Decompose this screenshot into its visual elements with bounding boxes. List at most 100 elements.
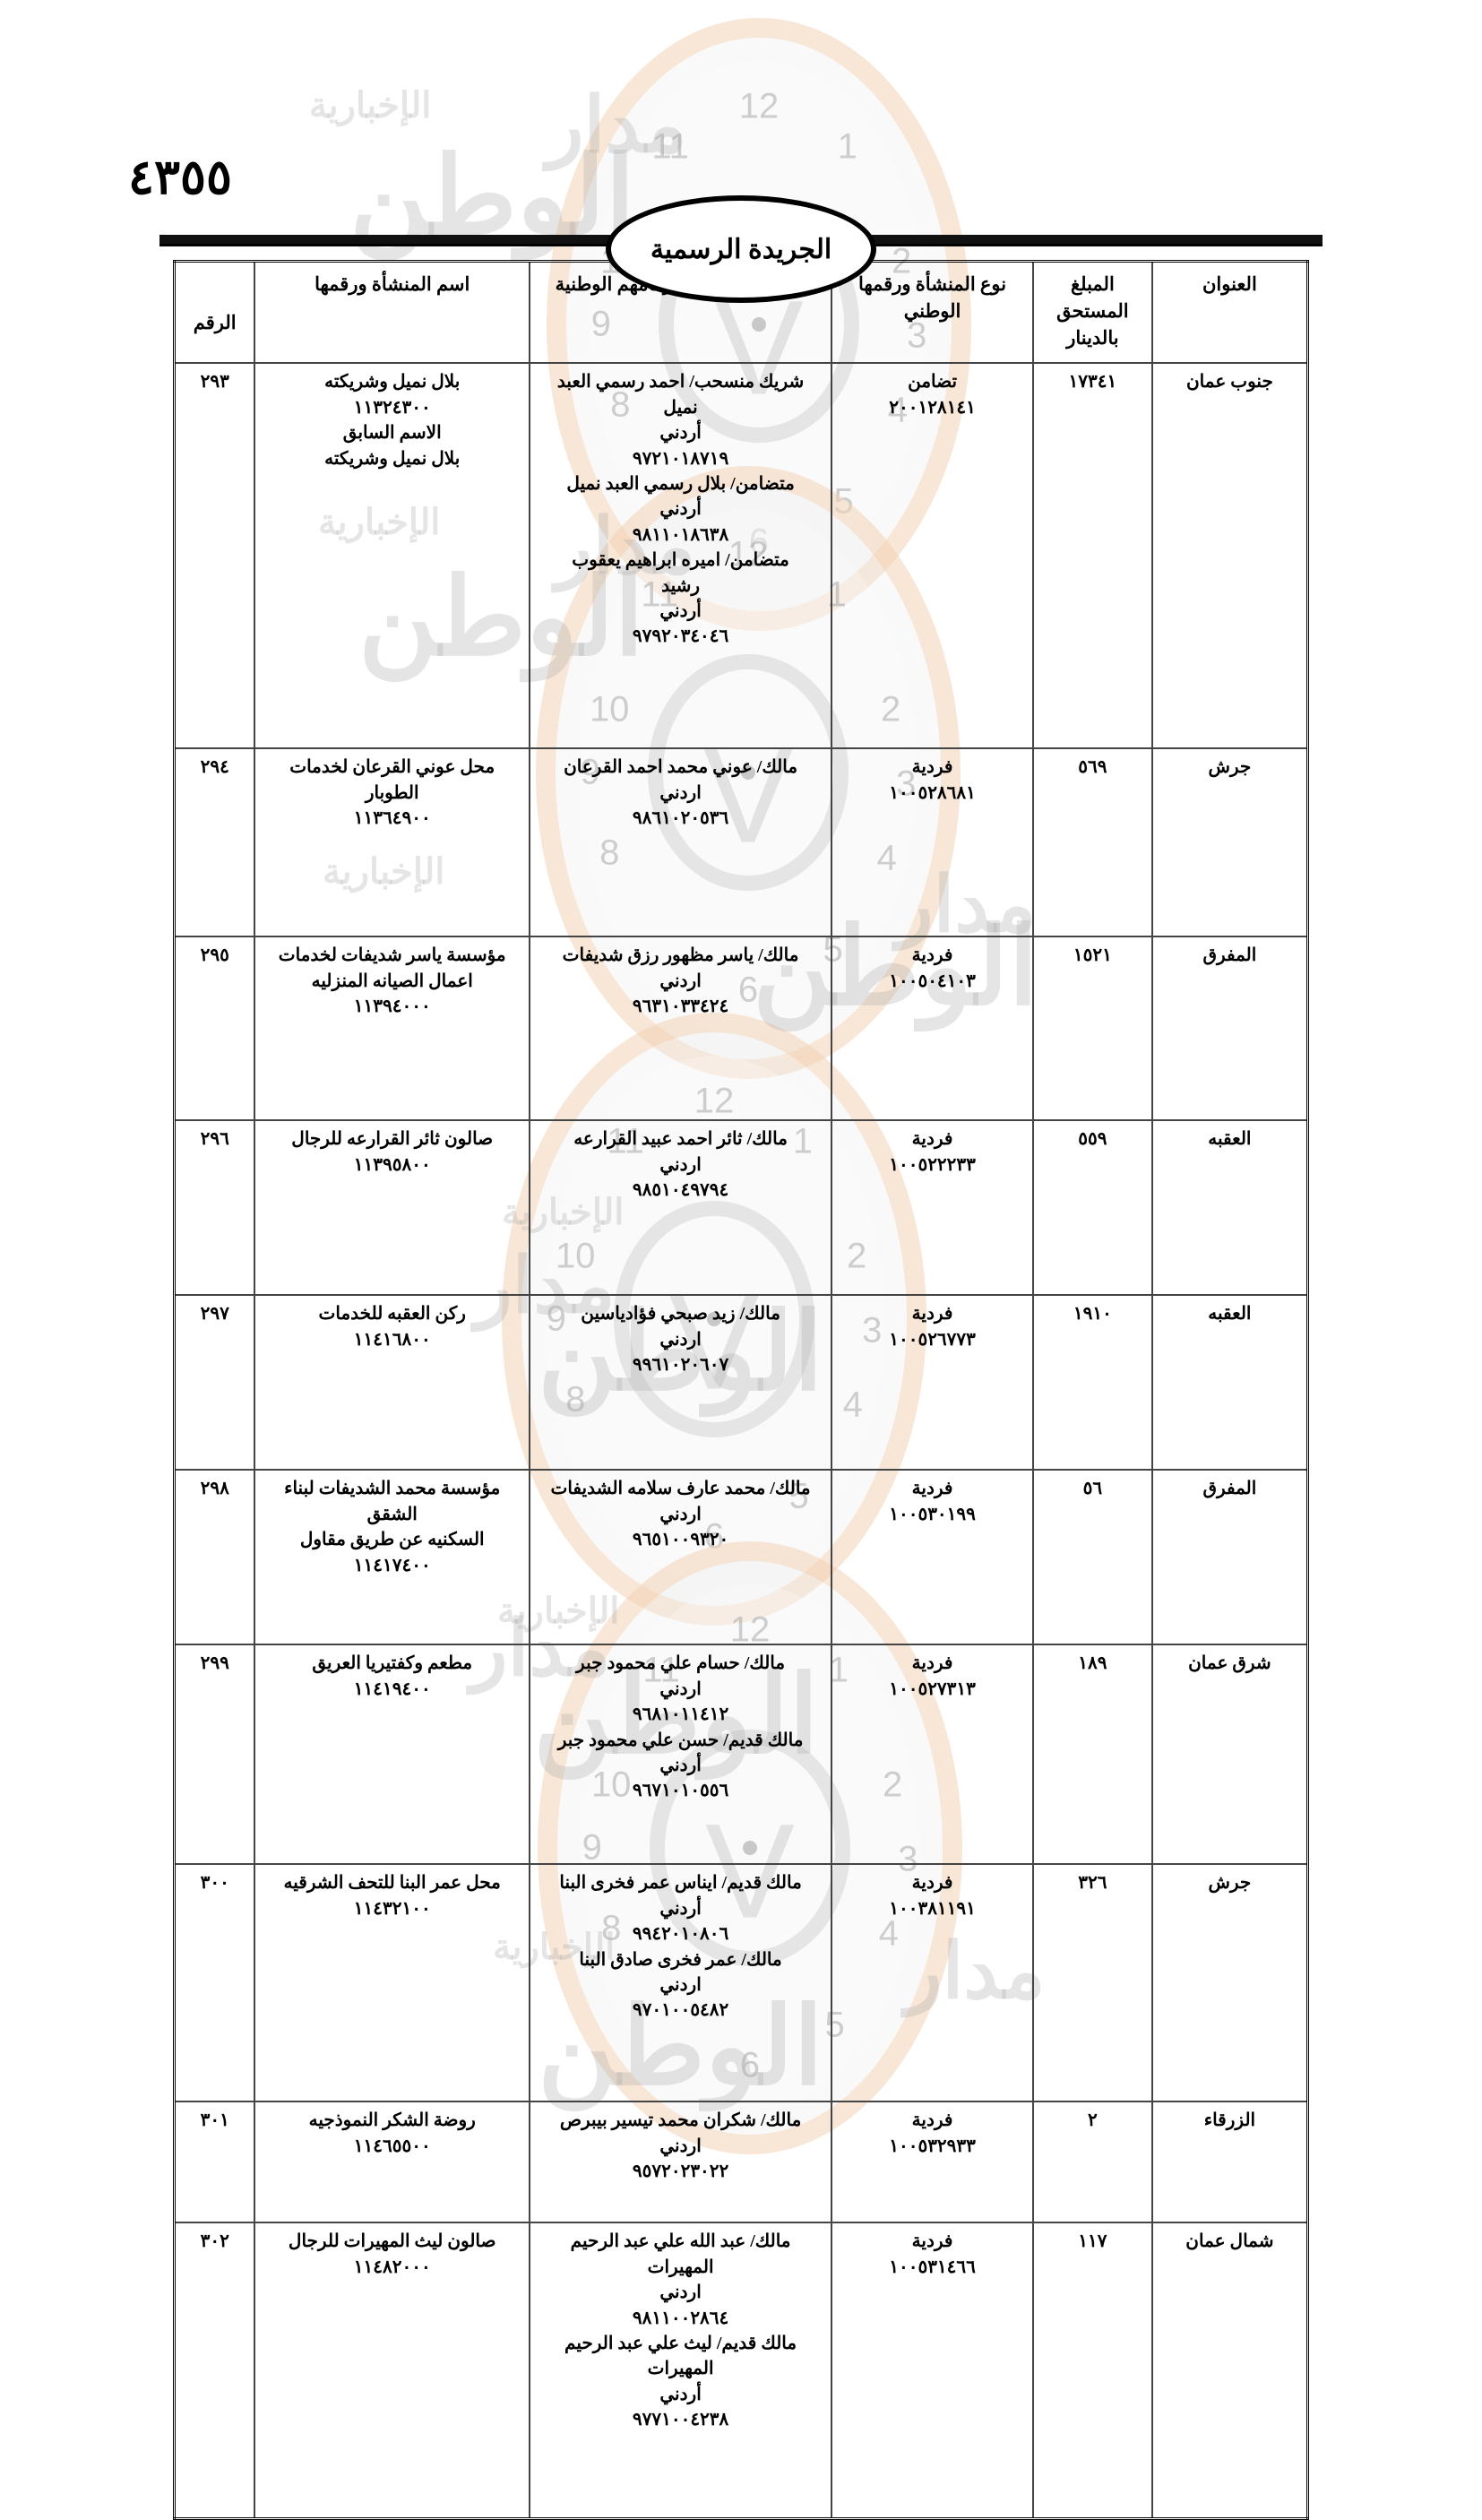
- establishment-line: ١١٤١٩٤٠٠: [353, 1679, 431, 1699]
- cell-amount: ٣٢٦: [1031, 1863, 1153, 2103]
- page-number: ٤٣٥٥: [127, 151, 232, 204]
- owner-line: أردني: [659, 2384, 702, 2404]
- registry-table: العنوان المبلغ المستحق بالدينار نوع المن…: [173, 260, 1309, 2520]
- cell-address: المفرق: [1150, 936, 1309, 1122]
- type-line: فردية: [911, 2231, 953, 2252]
- owner-line: أردني: [659, 600, 702, 621]
- owner-line: ٩٦٣١٠٣٣٤٢٤: [632, 997, 729, 1017]
- type-line: فردية: [911, 757, 953, 778]
- cell-amount: ١٥٢١: [1031, 936, 1153, 1122]
- type-line: فردية: [911, 1653, 953, 1674]
- owner-line: مالك/ ثائر احمد عبيد القرارعه: [573, 1129, 788, 1150]
- cell-owners: مالك/ ثائر احمد عبيد القرارعه اردني ٩٨٥١٠٤…: [528, 1119, 833, 1297]
- cell-address: المفرق: [1150, 1469, 1309, 1646]
- table-row: المفرق ١٥٢١ فردية ١٠٠٥٠٤١٠٣ مالك/ ياسر مظهور…: [173, 936, 1309, 1122]
- owner-line: مالك/ عمر فخرى صادق البنا: [579, 1949, 782, 1970]
- owner-line: مالك/ شكران محمد تيسير بيبرص: [559, 2110, 802, 2131]
- table-row: جرش ٣٢٦ فردية ١٠٠٣٨١١٩١ مالك قديم/ ايناس عمر…: [173, 1863, 1309, 2103]
- cell-number: ٢٩٨: [173, 1469, 256, 1646]
- establishment-line: ١١٣٩٤٠٠٠: [353, 997, 431, 1017]
- type-line: ١٠٠٥٢٧٣١٣: [889, 1679, 976, 1699]
- owner-line: ٩٨١١٠٠٢٨٦٤: [632, 2308, 729, 2328]
- cell-number: ٢٩٣: [173, 362, 256, 750]
- owner-line: اردني: [659, 971, 702, 991]
- cell-address: جرش: [1150, 747, 1309, 938]
- cell-establishment: مؤسسة ياسر شديفات لخدمات اعمال الصيانه ال…: [254, 936, 530, 1122]
- establishment-line: روضة الشكر النموذجيه: [308, 2110, 476, 2131]
- cell-number: ٢٩٥: [173, 936, 256, 1122]
- cell-address: شرق عمان: [1150, 1644, 1309, 1866]
- cell-number: ٢٩٧: [173, 1294, 256, 1471]
- table-body: جنوب عمان ١٧٣٤١ تضامن ٢٠٠١٢٨١٤١ شريك منسحب/ …: [173, 362, 1309, 2520]
- owner-line: اردني: [659, 2136, 702, 2156]
- cell-address: جنوب عمان: [1150, 362, 1309, 750]
- establishment-line: ١١٣٢٤٣٠٠: [353, 397, 431, 418]
- owner-line: مالك قديم/ ايناس عمر فخرى البنا: [559, 1873, 802, 1894]
- owner-line: مالك/ ياسر مظهور رزق شديفات: [562, 945, 799, 966]
- owner-line: اردني: [659, 2283, 702, 2303]
- cell-type: فردية ١٠٠٥٢٨٦٨١: [831, 747, 1034, 938]
- cell-type: فردية ١٠٠٥٣٠١٩٩: [831, 1469, 1034, 1646]
- owner-line: مالك/ زيد صبحي فؤادياسين: [581, 1304, 780, 1325]
- owner-line: مالك/ عبد الله علي عبد الرحيم: [570, 2231, 791, 2252]
- owner-line: اردني: [659, 1329, 702, 1350]
- table-row: الزرقاء ٢ فردية ١٠٠٥٣٢٩٣٣ مالك/ شكران محمد ت…: [173, 2101, 1309, 2224]
- cell-amount: ١٧٣٤١: [1031, 362, 1153, 750]
- establishment-line: بلال نميل وشريكته: [324, 448, 461, 469]
- col-header-address: العنوان: [1150, 260, 1309, 365]
- owner-line: ٩٨٥١٠٤٩٧٩٤: [632, 1180, 729, 1201]
- establishment-line: مؤسسة محمد الشديفات لبناء الشقق: [284, 1479, 501, 1524]
- cell-amount: ٢: [1031, 2101, 1153, 2224]
- cell-owners: مالك/ ياسر مظهور رزق شديفات اردني ٩٦٣١٠٣٣٤…: [528, 936, 833, 1122]
- cell-establishment: صالون ليث المهيرات للرجال ١١٤٨٢٠٠٠: [254, 2222, 530, 2520]
- type-line: فردية: [911, 945, 953, 966]
- watermark-akhbariya-1: الإخبارية: [309, 86, 432, 125]
- cell-number: ٢٩٩: [173, 1644, 256, 1866]
- cell-owners: مالك/ زيد صبحي فؤادياسين اردني ٩٩٦١٠٢٠٦٠٧: [528, 1294, 833, 1471]
- owner-line: ٩٧٢١٠١٨٧١٩: [632, 448, 729, 469]
- table-row: شمال عمان ١١٧ فردية ١٠٠٥٣١٤٦٦ مالك/ عبد الله…: [173, 2222, 1309, 2520]
- type-line: ١٠٠٥٢٦٧٧٣: [889, 1329, 976, 1350]
- establishment-line: الطوبار: [365, 782, 419, 803]
- owner-line: ٩٨٦١٠٢٠٥٣٦: [632, 808, 729, 829]
- type-line: ٢٠٠١٢٨١٤١: [889, 397, 976, 418]
- owner-line: ٩٧٩٢٠٣٤٠٤٦: [632, 626, 729, 647]
- owner-line: رشيد: [661, 575, 701, 596]
- type-line: ١٠٠٥٣٠١٩٩: [889, 1504, 976, 1524]
- establishment-line: ١١٤١٦٨٠٠: [353, 1329, 431, 1350]
- owner-line: اردني: [659, 1504, 702, 1524]
- cell-establishment: محل عوني القرعان لخدمات الطوبار ١١٣٦٤٩٠٠: [254, 747, 530, 938]
- cell-address: العقبه: [1150, 1294, 1309, 1471]
- owner-line: متضامن/ اميره ابراهيم يعقوب: [572, 550, 789, 571]
- cell-amount: ٥٥٩: [1031, 1119, 1153, 1297]
- type-line: فردية: [911, 2110, 953, 2131]
- col-header-establishment: اسم المنشأة ورقمها: [254, 260, 530, 365]
- type-line: ١٠٠٥٠٤١٠٣: [889, 971, 976, 991]
- cell-amount: ٥٦: [1031, 1469, 1153, 1646]
- cell-type: فردية ١٠٠٥٢٦٧٧٣: [831, 1294, 1034, 1471]
- type-line: ١٠٠٥٢٢٢٣٣: [889, 1154, 976, 1175]
- establishment-line: اعمال الصيانه المنزليه: [311, 971, 473, 991]
- owner-line: أردني: [659, 1756, 702, 1775]
- type-line: تضامن: [908, 372, 958, 393]
- owner-line: أردني: [659, 1898, 702, 1919]
- cell-type: فردية ١٠٠٣٨١١٩١: [831, 1863, 1034, 2103]
- cell-address: جرش: [1150, 1863, 1309, 2103]
- owner-line: ٩٨١١٠١٨٦٣٨: [632, 524, 729, 545]
- owner-line: ٩٥٧٢٠٢٣٠٢٢: [632, 2162, 729, 2182]
- cell-establishment: مطعم وكفتيريا العريق ١١٤١٩٤٠٠: [254, 1644, 530, 1866]
- establishment-line: ١١٤٣٢١٠٠: [353, 1898, 431, 1919]
- establishment-line: ١١٣٦٤٩٠٠: [353, 808, 431, 829]
- col-header-amount: المبلغ المستحق بالدينار: [1031, 260, 1153, 365]
- establishment-line: مطعم وكفتيريا العريق: [312, 1653, 473, 1674]
- cell-establishment: ركن العقبه للخدمات ١١٤١٦٨٠٠: [254, 1294, 530, 1471]
- owner-line: مالك قديم/ ليث علي عبد الرحيم: [564, 2334, 797, 2353]
- establishment-line: ١١٤٨٢٠٠٠: [353, 2257, 431, 2277]
- type-line: فردية: [911, 1304, 953, 1325]
- cell-type: تضامن ٢٠٠١٢٨١٤١: [831, 362, 1034, 750]
- cell-owners: مالك/ حسام علي محمود جبر اردني ٩٦٨١٠١١٤١٢ م…: [528, 1644, 833, 1866]
- cell-type: فردية ١٠٠٥٣٢٩٣٣: [831, 2101, 1034, 2224]
- owner-line: ٩٧٠١٠٠٥٤٨٢: [632, 2000, 729, 2021]
- establishment-line: الاسم السابق: [342, 423, 442, 444]
- owner-line: اردني: [659, 1975, 702, 1995]
